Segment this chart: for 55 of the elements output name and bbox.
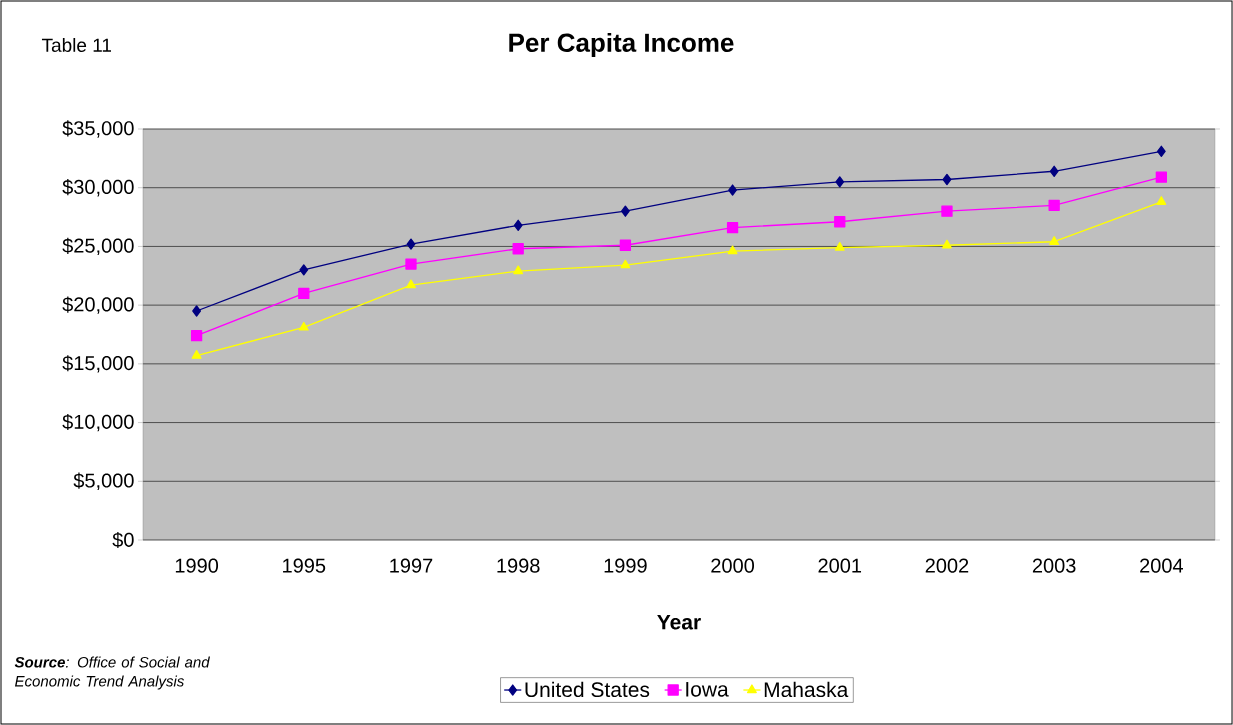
x-axis-title: Year	[657, 614, 701, 630]
x-tick-label: 1990	[175, 558, 219, 573]
x-tick-label: 2001	[818, 558, 862, 573]
chart-title: Per Capita Income	[509, 32, 734, 58]
point	[192, 305, 201, 317]
x-tick-label: 2000	[711, 558, 755, 573]
point	[941, 205, 953, 217]
point	[1156, 145, 1166, 157]
x-tick-label: 2002	[925, 558, 969, 573]
legend-label: Mahaska	[764, 681, 849, 698]
point	[835, 176, 845, 188]
point	[1156, 196, 1167, 205]
x-tick-label: 1997	[390, 558, 433, 573]
point	[1155, 171, 1167, 183]
point	[941, 239, 952, 249]
point	[298, 287, 310, 300]
point	[190, 330, 203, 342]
point	[726, 221, 739, 234]
point	[1048, 199, 1060, 211]
y-tick-label: $20,000	[62, 296, 134, 314]
point	[512, 243, 524, 255]
point	[298, 321, 309, 331]
y-tick-label: $35,000	[62, 120, 134, 138]
point	[406, 238, 416, 250]
point	[834, 241, 845, 251]
y-tick-label: $10,000	[62, 413, 134, 432]
point	[727, 245, 738, 255]
y-tick-label: $5,000	[73, 472, 134, 490]
x-tick-label: 2004	[1140, 558, 1183, 573]
point	[620, 205, 630, 217]
legend-label: Iowa	[686, 682, 729, 697]
x-tick-label: 1999	[604, 558, 647, 573]
point	[834, 216, 846, 228]
caption: Table 11	[41, 38, 112, 52]
point	[513, 265, 524, 275]
point	[619, 239, 632, 251]
point	[728, 184, 737, 196]
point	[405, 258, 417, 270]
legend-label: United States	[525, 681, 650, 698]
point	[406, 279, 416, 289]
y-tick-label: $30,000	[62, 179, 134, 197]
x-tick-label: 1998	[497, 558, 540, 573]
y-tick-label: $0	[112, 531, 134, 549]
text: Source: Office of Social and Economic Trend Analysis	[14, 656, 210, 690]
point	[513, 219, 523, 231]
point	[191, 349, 202, 359]
x-tick-label: 1995	[283, 558, 326, 573]
point	[942, 173, 952, 186]
y-tick-label: $15,000	[62, 355, 134, 373]
x-tick-label: 2003	[1032, 558, 1076, 573]
point	[299, 264, 309, 276]
point	[1049, 165, 1059, 177]
y-tick-label: $25,000	[62, 237, 134, 256]
point	[1049, 236, 1060, 245]
point	[620, 259, 631, 269]
